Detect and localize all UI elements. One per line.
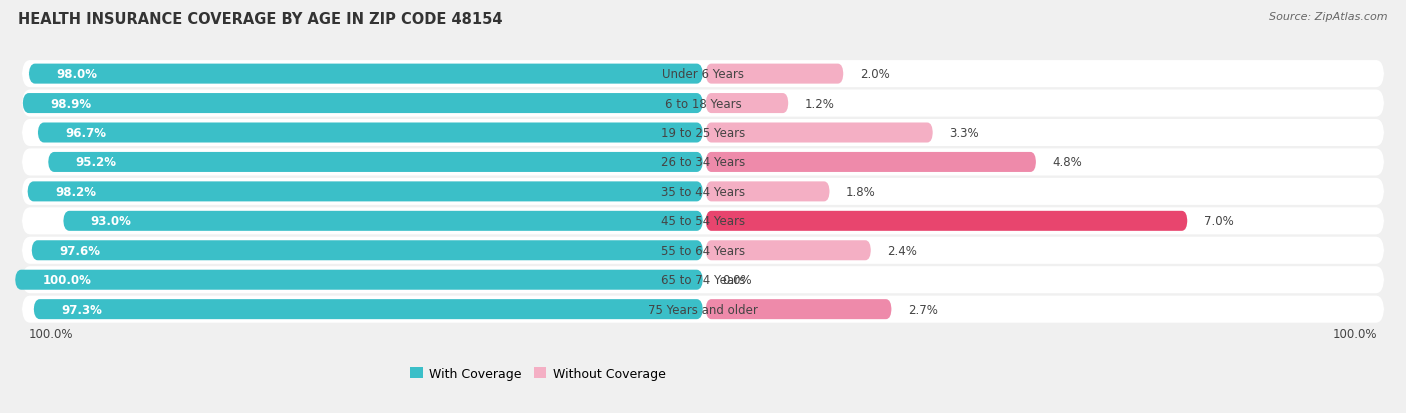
FancyBboxPatch shape bbox=[22, 296, 1384, 323]
Text: Source: ZipAtlas.com: Source: ZipAtlas.com bbox=[1270, 12, 1388, 22]
Text: 55 to 64 Years: 55 to 64 Years bbox=[661, 244, 745, 257]
Text: 97.3%: 97.3% bbox=[60, 303, 103, 316]
FancyBboxPatch shape bbox=[22, 149, 1384, 176]
Text: 7.0%: 7.0% bbox=[1204, 215, 1233, 228]
Text: 93.0%: 93.0% bbox=[90, 215, 132, 228]
FancyBboxPatch shape bbox=[706, 241, 870, 261]
FancyBboxPatch shape bbox=[22, 266, 1384, 294]
Text: 97.6%: 97.6% bbox=[59, 244, 100, 257]
Text: 95.2%: 95.2% bbox=[76, 156, 117, 169]
Text: Under 6 Years: Under 6 Years bbox=[662, 68, 744, 81]
Text: 4.8%: 4.8% bbox=[1053, 156, 1083, 169]
Text: 65 to 74 Years: 65 to 74 Years bbox=[661, 273, 745, 287]
Text: 1.8%: 1.8% bbox=[846, 185, 876, 198]
FancyBboxPatch shape bbox=[706, 299, 891, 319]
Text: 100.0%: 100.0% bbox=[28, 327, 73, 340]
FancyBboxPatch shape bbox=[22, 94, 703, 114]
Text: 98.9%: 98.9% bbox=[51, 97, 91, 110]
Text: 2.0%: 2.0% bbox=[860, 68, 890, 81]
FancyBboxPatch shape bbox=[15, 270, 703, 290]
FancyBboxPatch shape bbox=[63, 211, 703, 231]
FancyBboxPatch shape bbox=[48, 152, 703, 173]
FancyBboxPatch shape bbox=[22, 178, 1384, 205]
Text: 0.0%: 0.0% bbox=[723, 273, 752, 287]
Text: 2.7%: 2.7% bbox=[908, 303, 938, 316]
Text: 96.7%: 96.7% bbox=[65, 127, 107, 140]
Text: 3.3%: 3.3% bbox=[949, 127, 979, 140]
FancyBboxPatch shape bbox=[706, 182, 830, 202]
Text: 98.0%: 98.0% bbox=[56, 68, 97, 81]
FancyBboxPatch shape bbox=[22, 208, 1384, 235]
Text: 2.4%: 2.4% bbox=[887, 244, 917, 257]
Text: 98.2%: 98.2% bbox=[55, 185, 96, 198]
FancyBboxPatch shape bbox=[22, 120, 1384, 147]
Text: 35 to 44 Years: 35 to 44 Years bbox=[661, 185, 745, 198]
Legend: With Coverage, Without Coverage: With Coverage, Without Coverage bbox=[405, 362, 671, 385]
FancyBboxPatch shape bbox=[28, 64, 703, 84]
FancyBboxPatch shape bbox=[38, 123, 703, 143]
FancyBboxPatch shape bbox=[22, 237, 1384, 264]
Text: 26 to 34 Years: 26 to 34 Years bbox=[661, 156, 745, 169]
FancyBboxPatch shape bbox=[34, 299, 703, 319]
Text: HEALTH INSURANCE COVERAGE BY AGE IN ZIP CODE 48154: HEALTH INSURANCE COVERAGE BY AGE IN ZIP … bbox=[18, 12, 503, 27]
FancyBboxPatch shape bbox=[22, 61, 1384, 88]
FancyBboxPatch shape bbox=[706, 94, 789, 114]
Text: 1.2%: 1.2% bbox=[804, 97, 835, 110]
Text: 19 to 25 Years: 19 to 25 Years bbox=[661, 127, 745, 140]
FancyBboxPatch shape bbox=[706, 152, 1036, 173]
FancyBboxPatch shape bbox=[706, 123, 932, 143]
Text: 100.0%: 100.0% bbox=[42, 273, 91, 287]
FancyBboxPatch shape bbox=[22, 90, 1384, 117]
Text: 75 Years and older: 75 Years and older bbox=[648, 303, 758, 316]
Text: 100.0%: 100.0% bbox=[1333, 327, 1378, 340]
FancyBboxPatch shape bbox=[706, 211, 1187, 231]
FancyBboxPatch shape bbox=[31, 241, 703, 261]
Text: 45 to 54 Years: 45 to 54 Years bbox=[661, 215, 745, 228]
Text: 6 to 18 Years: 6 to 18 Years bbox=[665, 97, 741, 110]
FancyBboxPatch shape bbox=[27, 182, 703, 202]
FancyBboxPatch shape bbox=[706, 64, 844, 84]
